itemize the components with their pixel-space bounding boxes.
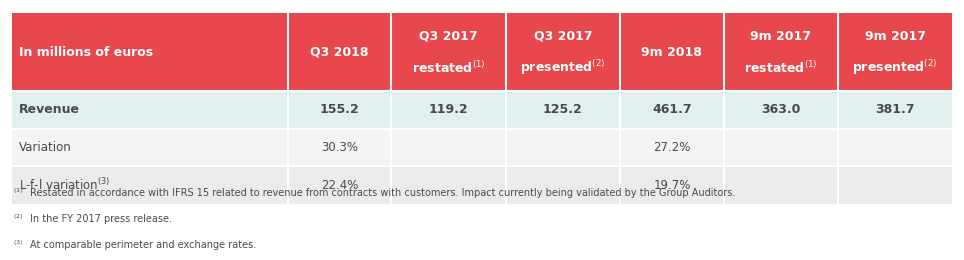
Bar: [287, 91, 391, 129]
Bar: [506, 129, 620, 166]
Text: Variation: Variation: [19, 141, 72, 154]
Bar: [620, 91, 724, 129]
Bar: [724, 91, 838, 129]
Text: restated$^{(1)}$: restated$^{(1)}$: [744, 60, 817, 76]
Text: Q3 2017: Q3 2017: [534, 30, 592, 43]
Bar: [506, 91, 620, 129]
Text: At comparable perimeter and exchange rates.: At comparable perimeter and exchange rat…: [30, 240, 256, 250]
Text: 125.2: 125.2: [543, 103, 583, 116]
Bar: [724, 13, 838, 91]
Text: presented$^{(2)}$: presented$^{(2)}$: [521, 58, 605, 77]
Bar: [391, 166, 506, 204]
Text: 22.4%: 22.4%: [321, 179, 359, 192]
Bar: [724, 166, 838, 204]
Text: $^{(3)}$: $^{(3)}$: [13, 239, 24, 248]
Bar: [620, 13, 724, 91]
Text: L-f-l variation$^{(3)}$: L-f-l variation$^{(3)}$: [19, 177, 111, 193]
Bar: [838, 91, 952, 129]
Bar: [391, 13, 506, 91]
Text: 9m 2017: 9m 2017: [865, 30, 925, 43]
Text: 119.2: 119.2: [429, 103, 469, 116]
Bar: [838, 166, 952, 204]
Text: Q3 2018: Q3 2018: [310, 46, 369, 58]
Text: 30.3%: 30.3%: [321, 141, 358, 154]
Text: 155.2: 155.2: [320, 103, 360, 116]
Bar: [391, 129, 506, 166]
Bar: [12, 91, 287, 129]
Bar: [287, 13, 391, 91]
Bar: [620, 129, 724, 166]
Bar: [287, 166, 391, 204]
Bar: [838, 13, 952, 91]
Text: In the FY 2017 press release.: In the FY 2017 press release.: [30, 214, 172, 224]
Bar: [12, 13, 287, 91]
Text: restated$^{(1)}$: restated$^{(1)}$: [412, 60, 486, 76]
Text: 363.0: 363.0: [762, 103, 801, 116]
Bar: [391, 91, 506, 129]
Text: Restated in accordance with IFRS 15 related to revenue from contracts with custo: Restated in accordance with IFRS 15 rela…: [30, 188, 736, 198]
Text: $^{(2)}$: $^{(2)}$: [13, 213, 24, 222]
Text: 9m 2018: 9m 2018: [641, 46, 703, 58]
Bar: [287, 129, 391, 166]
Text: 27.2%: 27.2%: [654, 141, 690, 154]
Text: 19.7%: 19.7%: [654, 179, 690, 192]
Text: 381.7: 381.7: [875, 103, 915, 116]
Text: $^{(1)}$: $^{(1)}$: [13, 187, 24, 196]
Bar: [620, 166, 724, 204]
Text: In millions of euros: In millions of euros: [19, 46, 153, 58]
Bar: [506, 166, 620, 204]
Text: presented$^{(2)}$: presented$^{(2)}$: [852, 58, 938, 77]
Text: 9m 2017: 9m 2017: [750, 30, 812, 43]
Text: 461.7: 461.7: [652, 103, 692, 116]
Bar: [506, 13, 620, 91]
Bar: [12, 166, 287, 204]
Bar: [724, 129, 838, 166]
Text: Revenue: Revenue: [19, 103, 80, 116]
Text: Q3 2017: Q3 2017: [419, 30, 478, 43]
Bar: [838, 129, 952, 166]
Bar: [12, 129, 287, 166]
